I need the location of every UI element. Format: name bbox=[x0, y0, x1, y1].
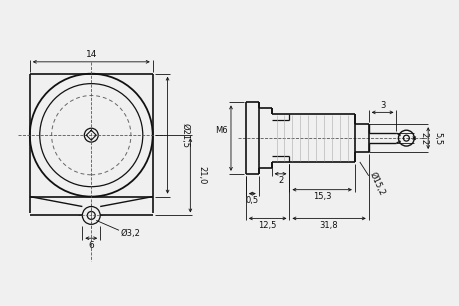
Text: 0,5: 0,5 bbox=[246, 196, 259, 205]
Text: 31,8: 31,8 bbox=[320, 221, 338, 230]
Text: 14: 14 bbox=[85, 50, 97, 59]
Text: 6: 6 bbox=[89, 241, 94, 250]
Text: 2,2: 2,2 bbox=[420, 132, 429, 145]
Text: 5,5: 5,5 bbox=[434, 132, 442, 145]
Text: Ø3,2: Ø3,2 bbox=[121, 229, 141, 238]
Text: М6: М6 bbox=[215, 126, 227, 135]
Text: Ø15,2: Ø15,2 bbox=[367, 170, 386, 197]
Text: 12,5: 12,5 bbox=[258, 221, 277, 230]
Text: 21,0: 21,0 bbox=[198, 166, 207, 185]
Text: Ø21,5: Ø21,5 bbox=[181, 123, 190, 148]
Text: 3: 3 bbox=[380, 101, 385, 110]
Text: 2: 2 bbox=[278, 176, 283, 185]
Text: 15,3: 15,3 bbox=[313, 192, 331, 201]
